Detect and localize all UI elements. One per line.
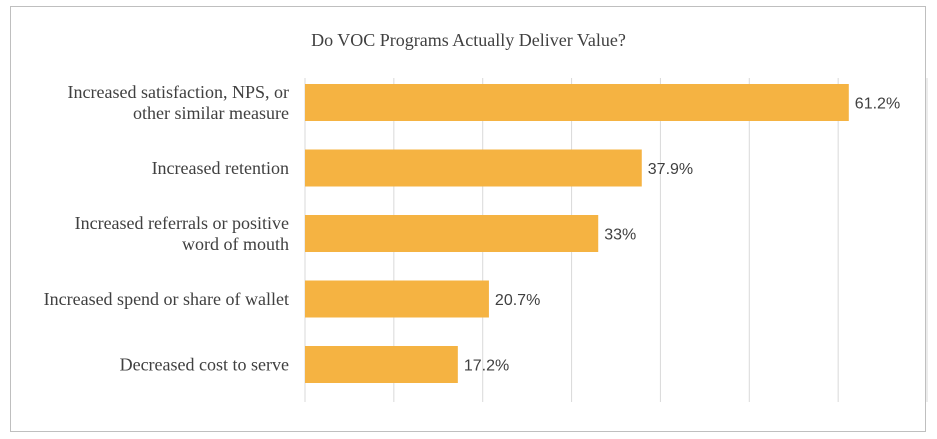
category-label: Increased retention — [152, 158, 289, 178]
category-label: Increased referrals or positive word of m… — [75, 213, 289, 254]
data-label: 61.2% — [855, 96, 900, 113]
data-label: 20.7% — [495, 292, 540, 309]
bar — [305, 215, 599, 252]
data-label: 33% — [604, 227, 636, 244]
bar — [305, 280, 489, 318]
chart-title: Do VOC Programs Actually Deliver Value? — [311, 30, 626, 50]
category-label: Increased satisfaction, NPS, or other sim… — [68, 82, 289, 123]
bar — [305, 149, 642, 187]
data-label: 17.2% — [464, 358, 509, 375]
category-label: Increased spend or share of wallet — [44, 289, 289, 309]
data-label: 37.9% — [648, 161, 693, 178]
category-label: Decreased cost to serve — [120, 355, 289, 375]
bar — [305, 346, 458, 383]
bar — [305, 84, 849, 121]
